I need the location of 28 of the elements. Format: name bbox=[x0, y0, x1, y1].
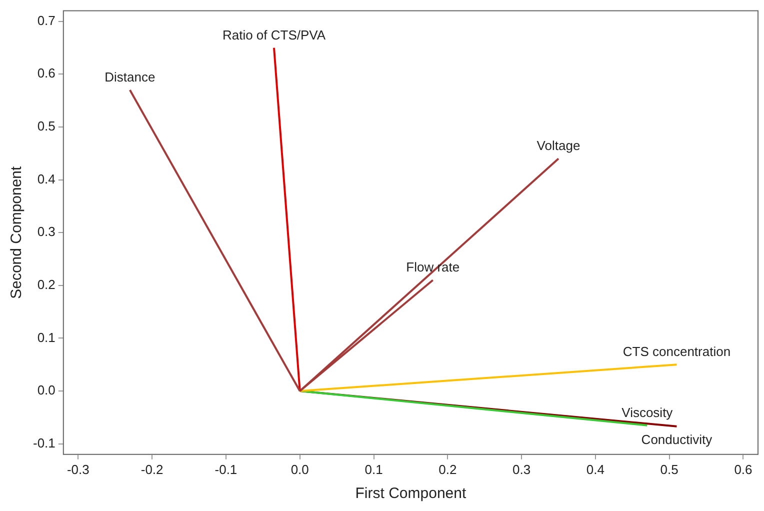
y-tick-label: -0.1 bbox=[32, 435, 56, 450]
x-tick-label: 0.3 bbox=[512, 462, 531, 477]
y-axis-title: Second Component bbox=[8, 165, 26, 299]
y-tick-label: 0.3 bbox=[37, 224, 56, 240]
x-tick-label: 0.1 bbox=[364, 462, 383, 477]
x-tick-label: 0.5 bbox=[660, 462, 678, 477]
x-tick-label: 0.2 bbox=[438, 462, 457, 477]
x-tick-label: 0.4 bbox=[586, 462, 604, 477]
series-label: Conductivity bbox=[641, 432, 713, 447]
x-tick-label: -0.3 bbox=[66, 462, 90, 477]
x-axis-title: First Component bbox=[355, 485, 467, 502]
x-tick-label: -0.2 bbox=[140, 462, 164, 477]
y-tick-label: 0.6 bbox=[37, 66, 56, 81]
y-tick-label: 0.2 bbox=[37, 276, 56, 292]
series-label: Distance bbox=[104, 70, 156, 85]
y-tick-label: 0.5 bbox=[37, 118, 56, 134]
series-label: Viscosity bbox=[622, 404, 674, 420]
series-label: Flow rate bbox=[406, 260, 460, 275]
y-tick-label: 0.1 bbox=[37, 330, 56, 345]
y-tick-label: 0.0 bbox=[37, 382, 56, 398]
y-tick-label: 0.4 bbox=[37, 171, 56, 186]
series-label: CTS concentration bbox=[622, 344, 731, 360]
x-tick-label: -0.1 bbox=[214, 462, 238, 477]
x-tick-label: 0.6 bbox=[734, 462, 752, 477]
series-label: Ratio of CTS/PVA bbox=[222, 27, 326, 42]
y-tick-label: 0.7 bbox=[37, 12, 56, 28]
x-tick-label: 0.0 bbox=[290, 462, 309, 477]
series-label: Voltage bbox=[536, 138, 580, 154]
